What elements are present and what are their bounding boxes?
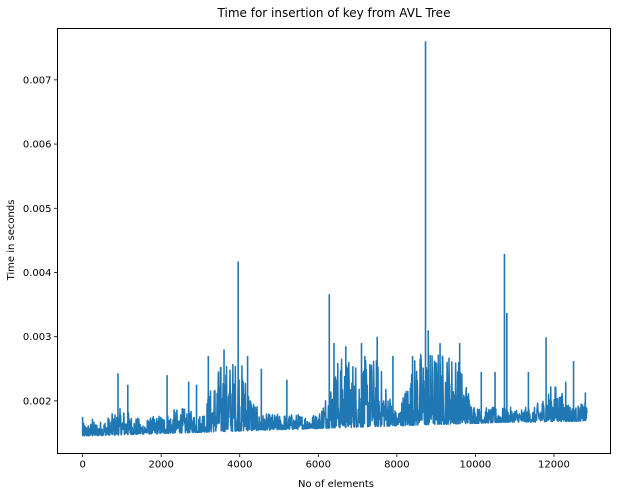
plot-lines <box>81 41 588 437</box>
y-tick-label: 0.002 <box>23 396 52 407</box>
y-tick-label: 0.005 <box>23 204 52 215</box>
y-tick-label: 0.004 <box>23 268 52 279</box>
y-axis-label: Time in seconds <box>6 200 17 282</box>
x-tick-label: 2000 <box>148 460 173 471</box>
y-tick-label: 0.006 <box>23 140 52 151</box>
x-tick-label: 4000 <box>227 460 252 471</box>
y-tick-label: 0.003 <box>23 332 52 343</box>
x-axis-ticks: 0 2000 4000 6000 8000 10000 12000 <box>79 453 570 471</box>
axes-frame <box>57 28 611 454</box>
x-axis-label: No of elements <box>298 479 374 490</box>
x-tick-label: 8000 <box>384 460 409 471</box>
x-tick-label: 10000 <box>459 460 491 471</box>
x-tick-label: 12000 <box>538 460 570 471</box>
chart-title: Time for insertion of key from AVL Tree <box>217 6 451 20</box>
y-axis-ticks: 0.002 0.003 0.004 0.005 0.006 0.007 <box>23 75 58 407</box>
x-tick-label: 6000 <box>306 460 331 471</box>
x-tick-label: 0 <box>79 460 85 471</box>
y-tick-label: 0.007 <box>23 75 52 86</box>
